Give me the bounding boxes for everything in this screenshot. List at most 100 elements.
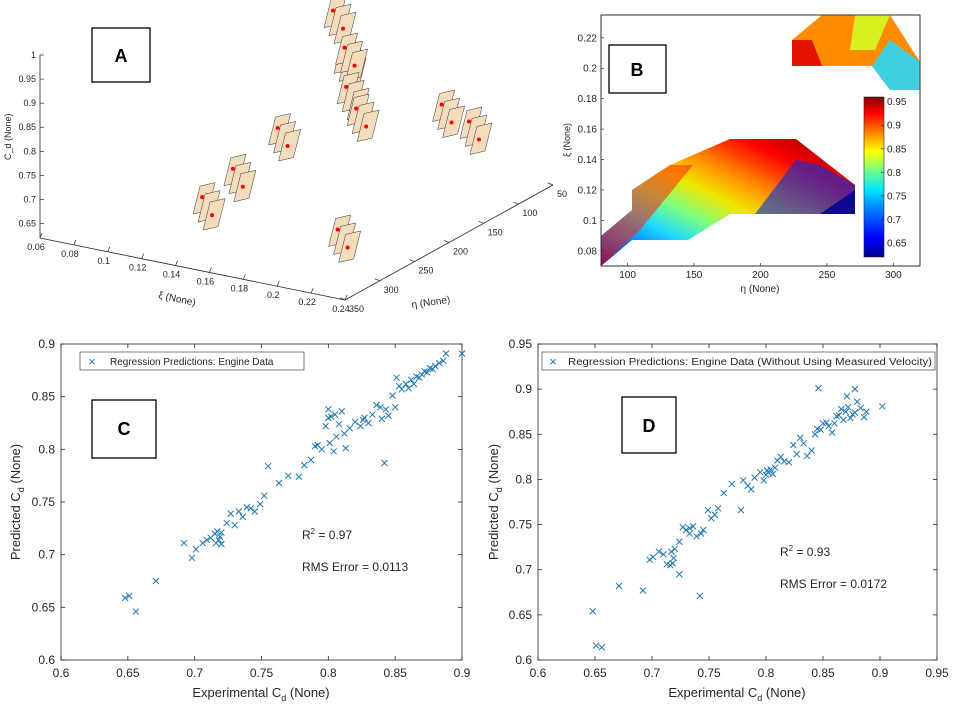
c-point-stroke — [275, 479, 283, 487]
c-point — [326, 439, 334, 447]
d-point-stroke — [808, 447, 815, 454]
c-point — [192, 546, 200, 553]
c-point — [382, 405, 390, 413]
c-point-stroke — [373, 401, 380, 409]
c-point — [256, 500, 264, 508]
c-point-stroke — [235, 508, 243, 515]
c-point-stroke — [378, 415, 386, 423]
panel-c-r2: R2 = 0.97 — [302, 527, 352, 542]
c-point-stroke — [341, 430, 348, 437]
d-point-stroke — [670, 554, 678, 562]
a-patch-cell — [356, 109, 380, 142]
d-point — [676, 538, 683, 546]
d-point-stroke — [696, 592, 704, 600]
c-point-stroke — [439, 357, 447, 365]
d-point — [862, 408, 870, 416]
d-point — [815, 384, 822, 392]
d-point-stroke — [704, 506, 712, 514]
d-point-stroke — [739, 476, 747, 484]
panel-a-3d-plot: 0.06 0.08 0.1 0.12 0.14 0.16 0.18 0.2 0.22 0.24 50… — [3, 0, 567, 314]
c-point — [199, 539, 207, 547]
a-xi-tick — [39, 232, 43, 239]
a-data-point — [285, 144, 290, 149]
a-data-point — [344, 84, 349, 89]
c-point-stroke — [218, 529, 225, 536]
d-ytick-label: 0.6 — [515, 653, 532, 667]
c-point-stroke — [251, 508, 259, 515]
c-point-stroke — [382, 405, 390, 413]
c-point — [218, 540, 225, 548]
panel-c-label: C — [118, 419, 131, 439]
panel-a-label-box — [91, 27, 151, 83]
c-point — [314, 441, 321, 449]
d-point — [686, 524, 693, 532]
c-point-stroke — [377, 403, 384, 411]
d-point-stroke — [767, 466, 774, 473]
c-xtick-label: 0.8 — [320, 666, 337, 680]
c-point-stroke — [351, 418, 359, 426]
c-point — [335, 420, 343, 428]
c-point-stroke — [357, 422, 364, 430]
c-point-stroke — [442, 350, 450, 357]
b-cbar-tick-label: 0.7 — [887, 215, 901, 226]
a-eta-tick — [547, 182, 554, 186]
a-xi-tick-label: 0.22 — [298, 297, 316, 307]
c-point — [264, 462, 272, 470]
c-point-stroke — [264, 462, 272, 470]
d-point-stroke — [751, 474, 758, 481]
a-xi-tick — [209, 267, 212, 273]
c-point — [385, 412, 392, 419]
b-cbar-tick-label: 0.8 — [887, 168, 901, 179]
c-point-stroke — [203, 536, 211, 544]
c-point-stroke — [435, 359, 443, 367]
c-point — [300, 461, 308, 469]
d-point-stroke — [771, 464, 779, 472]
a-data-point — [335, 227, 340, 232]
d-point — [711, 511, 719, 518]
d-point — [823, 419, 830, 426]
d-point-stroke — [853, 398, 861, 406]
d-point — [676, 570, 683, 578]
panel-c-rms: RMS Error = 0.0113 — [302, 560, 408, 574]
panel-b-ticks: 100 150 200 250 300 0.08 0.1 0.12 0.14 0.16 0.18 0.… — [578, 33, 903, 281]
d-point — [704, 506, 712, 514]
c-point — [132, 608, 140, 615]
d-point — [728, 480, 736, 488]
c-point — [295, 473, 303, 481]
d-point — [646, 556, 654, 564]
panel-d-scatter-plot: 0.6 0.65 0.7 0.75 0.8 0.85 0.9 0.95 0.6 0.65 0.7 0.… — [486, 337, 949, 703]
a-patch-cell — [202, 198, 226, 231]
d-point-stroke — [769, 470, 777, 478]
c-point-stroke — [331, 411, 339, 418]
c-point-stroke — [180, 539, 188, 547]
d-point-stroke — [679, 523, 687, 531]
d-point-stroke — [671, 545, 679, 553]
b-ytick-label: 0.18 — [578, 94, 598, 105]
d-point-stroke — [793, 450, 801, 458]
b-cbar-tick-label: 0.9 — [887, 121, 901, 132]
d-point — [878, 402, 886, 410]
a-data-point — [210, 213, 215, 218]
d-point — [696, 592, 704, 600]
panel-b-colorbar — [863, 96, 885, 258]
c-point — [389, 392, 396, 399]
c-point-stroke — [121, 594, 129, 602]
a-xi-tick-label: 0.14 — [163, 270, 181, 280]
c-point-stroke — [223, 519, 231, 527]
panel-d-xlabel: Experimental Cd (None) — [668, 685, 805, 703]
d-point-stroke — [663, 560, 671, 568]
c-point-stroke — [152, 577, 160, 585]
a-eta-tick — [374, 278, 380, 282]
d-point — [760, 476, 768, 484]
b-xtick-label: 300 — [885, 270, 902, 281]
panel-d-legend-marker: × — [549, 354, 557, 369]
panel-d-points — [589, 384, 886, 651]
a-patch-cell — [469, 122, 493, 155]
d-point — [737, 506, 745, 514]
d-point-stroke — [831, 420, 838, 427]
c-point-stroke — [314, 441, 321, 449]
b-ytick-label: 0.12 — [578, 185, 598, 196]
c-point — [239, 513, 247, 521]
c-point-stroke — [426, 364, 434, 372]
a-xi-tick — [276, 281, 280, 287]
